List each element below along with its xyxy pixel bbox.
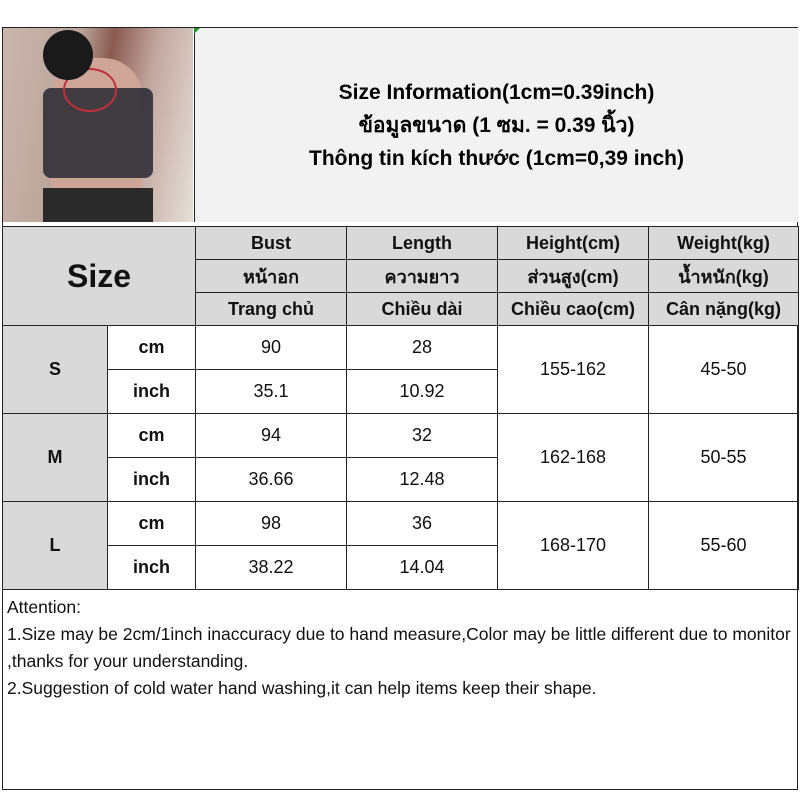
size-label: L xyxy=(2,501,108,590)
attention-notes: Attention: 1.Size may be 2cm/1inch inacc… xyxy=(2,593,798,790)
unit-label: inch xyxy=(107,369,196,414)
photo-pants xyxy=(43,188,153,222)
size-info-title: Size Information(1cm=0.39inch) ข้อมูลขนา… xyxy=(194,28,798,222)
col-header: ส่วนสูง(cm) xyxy=(497,259,649,293)
table-row: S cm 90 28 155-162 45-50 xyxy=(2,325,799,414)
weight-range: 50-55 xyxy=(648,413,799,502)
size-label: M xyxy=(2,413,108,502)
size-table: Size Bust Length Height(cm) Weight(kg) ห… xyxy=(2,226,799,590)
title-thai: ข้อมูลขนาด (1 ซม. = 0.39 นิ้ว) xyxy=(358,113,635,137)
attention-heading: Attention: xyxy=(7,597,81,617)
height-range: 155-162 xyxy=(497,325,649,414)
table-row: inch 38.22 14.04 xyxy=(3,545,799,590)
header-row-th: หน้าอก ความยาว ส่วนสูง(cm) น้ำหนัก(kg) xyxy=(3,259,799,293)
col-header: หน้าอก xyxy=(195,259,347,293)
size-header: Size xyxy=(2,226,196,326)
length-inch: 12.48 xyxy=(346,457,498,502)
col-header: Weight(kg) xyxy=(648,226,799,260)
header-row-vi: Trang chủ Chiều dài Chiều cao(cm) Cân nặ… xyxy=(3,292,799,326)
table-row: M cm 94 32 162-168 50-55 xyxy=(2,413,799,502)
unit-label: inch xyxy=(107,457,196,502)
col-header: Bust xyxy=(195,226,347,260)
col-header: Cân nặng(kg) xyxy=(648,292,799,326)
length-cm: 28 xyxy=(346,325,498,370)
unit-label: cm xyxy=(107,325,196,370)
attention-note-2: 2.Suggestion of cold water hand washing,… xyxy=(7,678,597,698)
product-photo xyxy=(3,28,193,222)
unit-label: inch xyxy=(107,545,196,590)
table-row: L cm 98 36 168-170 55-60 xyxy=(2,501,799,590)
col-header: Chiều dài xyxy=(346,292,498,326)
col-header: Height(cm) xyxy=(497,226,649,260)
col-header: Length xyxy=(346,226,498,260)
length-inch: 10.92 xyxy=(346,369,498,414)
height-range: 162-168 xyxy=(497,413,649,502)
col-header: Chiều cao(cm) xyxy=(497,292,649,326)
height-range: 168-170 xyxy=(497,501,649,590)
bust-cm: 94 xyxy=(195,413,347,458)
attention-note-1: 1.Size may be 2cm/1inch inaccuracy due t… xyxy=(7,624,791,671)
table-row: inch 35.1 10.92 xyxy=(3,369,799,414)
title-vietnamese: Thông tin kích thước (1cm=0,39 inch) xyxy=(309,146,684,170)
length-inch: 14.04 xyxy=(346,545,498,590)
bust-inch: 35.1 xyxy=(195,369,347,414)
bust-cm: 90 xyxy=(195,325,347,370)
title-english: Size Information(1cm=0.39inch) xyxy=(338,80,655,104)
col-header: น้ำหนัก(kg) xyxy=(648,259,799,293)
size-label: S xyxy=(2,325,108,414)
cell-marker-icon xyxy=(194,28,200,34)
unit-label: cm xyxy=(107,413,196,458)
weight-range: 55-60 xyxy=(648,501,799,590)
photo-spiderweb-print xyxy=(63,68,117,112)
photo-hair xyxy=(43,30,93,80)
header-row-en: Size Bust Length Height(cm) Weight(kg) xyxy=(2,226,799,326)
length-cm: 36 xyxy=(346,501,498,546)
col-header: Trang chủ xyxy=(195,292,347,326)
unit-label: cm xyxy=(107,501,196,546)
length-cm: 32 xyxy=(346,413,498,458)
bust-inch: 36.66 xyxy=(195,457,347,502)
col-header: ความยาว xyxy=(346,259,498,293)
bust-cm: 98 xyxy=(195,501,347,546)
bust-inch: 38.22 xyxy=(195,545,347,590)
weight-range: 45-50 xyxy=(648,325,799,414)
